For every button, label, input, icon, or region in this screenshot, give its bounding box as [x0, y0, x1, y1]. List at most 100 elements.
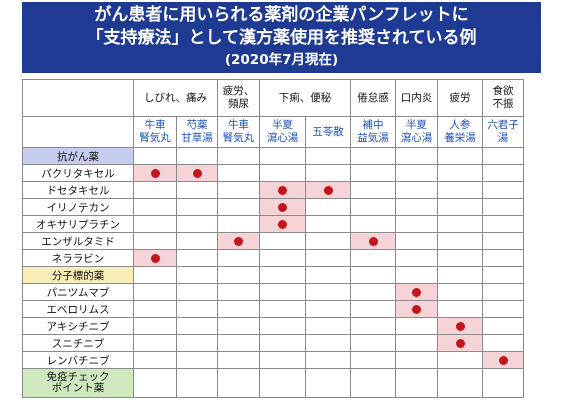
recommended-dot-icon	[192, 168, 202, 178]
mark-cell	[176, 181, 218, 199]
recommended-dot-icon	[368, 236, 378, 246]
mark-cell	[305, 351, 351, 369]
mark-cell	[176, 215, 218, 233]
mark-cell	[217, 147, 260, 165]
mark-cell	[395, 300, 438, 318]
mark-cell	[133, 368, 177, 398]
header-corner	[22, 79, 134, 117]
mark-cell	[133, 283, 177, 301]
mark-cell	[133, 164, 177, 182]
drug-row: ネララビン	[22, 249, 524, 267]
mark-cell	[305, 300, 351, 318]
mark-cell	[176, 232, 218, 250]
mark-cell	[350, 368, 396, 398]
mark-cell	[395, 147, 438, 165]
kampo-header: 半夏 瀉心湯	[259, 116, 306, 148]
mark-cell	[259, 164, 306, 182]
category-label: 抗がん薬	[22, 147, 134, 165]
recommended-dot-icon	[498, 355, 508, 365]
mark-cell	[305, 283, 351, 301]
drug-row: レンバチニブ	[22, 351, 524, 369]
recommended-dot-icon	[323, 185, 333, 195]
mark-cell	[217, 283, 260, 301]
mark-cell	[259, 317, 306, 335]
drug-row: アキシチニブ	[22, 317, 524, 335]
kampo-header: 牛車 腎気丸	[133, 116, 177, 148]
mark-cell	[176, 249, 218, 267]
mark-cell	[176, 164, 218, 182]
mark-cell	[305, 266, 351, 284]
mark-cell	[482, 198, 524, 216]
mark-cell	[395, 283, 438, 301]
mark-cell	[133, 198, 177, 216]
mark-cell	[217, 300, 260, 318]
mark-cell	[350, 181, 396, 199]
mark-cell	[305, 164, 351, 182]
mark-cell	[133, 266, 177, 284]
mark-cell	[305, 334, 351, 352]
drug-name: ネララビン	[22, 249, 134, 267]
mark-cell	[259, 147, 306, 165]
category-label: 免疫チェック ポイント薬	[22, 368, 134, 398]
mark-cell	[217, 164, 260, 182]
mark-cell	[482, 215, 524, 233]
mark-cell	[259, 300, 306, 318]
mark-cell	[259, 351, 306, 369]
mark-cell	[395, 266, 438, 284]
mark-cell	[217, 232, 260, 250]
recommended-dot-icon	[278, 219, 287, 229]
recommended-dot-icon	[278, 185, 287, 195]
mark-cell	[482, 334, 524, 352]
symptom-header-row: しびれ、痛み 疲労、 頻尿 下痢、便秘 倦怠感 口内炎 疲労 食欲 不振	[22, 79, 524, 117]
mark-cell	[217, 368, 260, 398]
drug-name: エンザルタミド	[22, 232, 134, 250]
mark-cell	[259, 249, 306, 267]
mark-cell	[259, 368, 306, 398]
mark-cell	[437, 300, 483, 318]
mark-cell	[437, 181, 483, 199]
mark-cell	[437, 249, 483, 267]
mark-cell	[395, 181, 438, 199]
mark-cell	[217, 181, 260, 199]
mark-cell	[259, 266, 306, 284]
mark-cell	[259, 232, 306, 250]
title-date: (2020年7月現在)	[224, 52, 339, 68]
mark-cell	[395, 351, 438, 369]
mark-cell	[482, 368, 524, 398]
kampo-header: 五苓散	[305, 116, 351, 148]
mark-cell	[350, 334, 396, 352]
recommended-dot-icon	[412, 287, 421, 297]
mark-cell	[482, 147, 524, 165]
header-corner-2	[22, 116, 134, 148]
category-row: 抗がん薬	[22, 147, 524, 165]
mark-cell	[176, 147, 218, 165]
drug-row: オキサリプラチン	[22, 215, 524, 233]
mark-cell	[350, 164, 396, 182]
mark-cell	[437, 164, 483, 182]
mark-cell	[395, 249, 438, 267]
mark-cell	[350, 300, 396, 318]
drug-name: アキシチニブ	[22, 317, 134, 335]
mark-cell	[259, 334, 306, 352]
title-line-1: がん患者に用いられる薬剤の企業パンフレットに	[94, 5, 469, 25]
mark-cell	[350, 351, 396, 369]
recommended-dot-icon	[455, 321, 465, 331]
mark-cell	[305, 368, 351, 398]
drug-name: スニチニブ	[22, 334, 134, 352]
mark-cell	[482, 164, 524, 182]
mark-cell	[482, 266, 524, 284]
mark-cell	[176, 368, 218, 398]
recommended-dot-icon	[234, 236, 243, 246]
mark-cell	[395, 368, 438, 398]
mark-cell	[217, 351, 260, 369]
drug-name: パニツムマブ	[22, 283, 134, 301]
mark-cell	[437, 351, 483, 369]
mark-cell	[305, 249, 351, 267]
kampo-support-table: しびれ、痛み 疲労、 頻尿 下痢、便秘 倦怠感 口内炎 疲労 食欲 不振 牛車 腎気丸 芍薬 甘草湯 牛車…	[22, 79, 524, 398]
symptom-header: 倦怠感	[350, 79, 396, 117]
drug-row: ドセタキセル	[22, 181, 524, 199]
mark-cell	[350, 317, 396, 335]
mark-cell	[217, 198, 260, 216]
mark-cell	[259, 198, 306, 216]
drug-name: オキサリプラチン	[22, 215, 134, 233]
